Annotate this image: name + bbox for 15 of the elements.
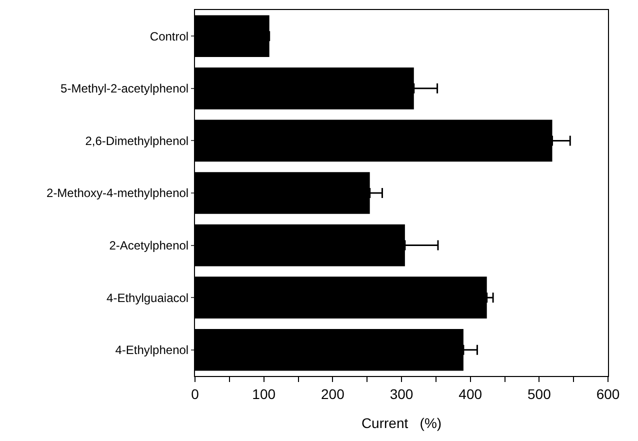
x-tick-label: 400 xyxy=(458,386,482,402)
x-tick-label: 500 xyxy=(527,386,552,402)
y-tick-label: 2,6-Dimethylphenol xyxy=(85,134,189,148)
y-tick-label: 5-Methyl-2-acetylphenol xyxy=(60,82,189,96)
y-tick-label: 2-Methoxy-4-methylphenol xyxy=(46,186,189,200)
x-tick-label: 0 xyxy=(191,386,200,402)
y-tick-label: 2-Acetylphenol xyxy=(109,238,189,252)
x-tick-label: 600 xyxy=(596,386,620,402)
x-tick-label: 200 xyxy=(320,386,345,402)
y-tick-label: Control xyxy=(150,29,189,44)
x-tick-label: 100 xyxy=(252,386,276,402)
y-tick-label: 4-Ethylphenol xyxy=(115,343,189,358)
y-tick-label: 4-Ethylguaiacol xyxy=(106,290,189,305)
x-tick-label: 300 xyxy=(390,386,414,402)
x-axis-title: Current (%) xyxy=(361,415,442,431)
